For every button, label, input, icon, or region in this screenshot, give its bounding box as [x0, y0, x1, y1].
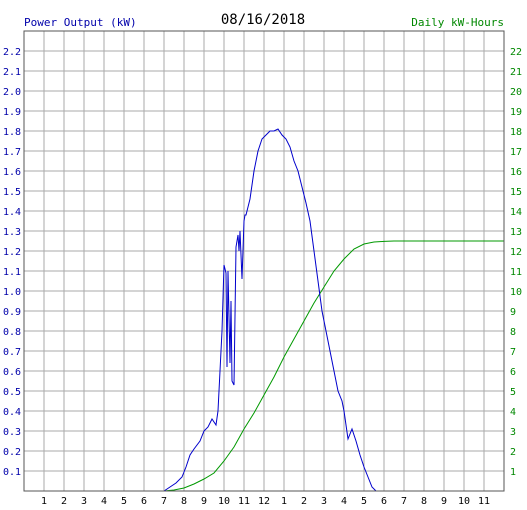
energy-series-line [144, 240, 504, 492]
right-y-tick-label: 16 [510, 167, 522, 178]
right-y-tick-label: 18 [510, 127, 522, 138]
x-tick-label: 12 [258, 496, 270, 507]
left-axis-title: Power Output (kW) [24, 16, 137, 29]
x-tick-label: 1 [41, 496, 47, 507]
left-y-tick-label: 0.1 [3, 467, 21, 478]
left-y-tick-label: 1.8 [3, 127, 21, 138]
right-y-tick-label: 15 [510, 187, 522, 198]
x-tick-label: 7 [401, 496, 407, 507]
x-tick-label: 5 [361, 496, 367, 507]
right-y-tick-label: 14 [510, 207, 522, 218]
left-y-tick-label: 0.2 [3, 447, 21, 458]
x-tick-label: 11 [238, 496, 250, 507]
x-tick-label: 4 [341, 496, 347, 507]
x-tick-label: 4 [101, 496, 107, 507]
x-tick-label: 10 [458, 496, 470, 507]
left-y-tick-label: 1.1 [3, 267, 21, 278]
right-y-tick-label: 21 [510, 67, 522, 78]
x-tick-label: 8 [421, 496, 427, 507]
left-y-tick-label: 0.7 [3, 347, 21, 358]
left-y-tick-label: 1.6 [3, 167, 21, 178]
x-tick-label: 10 [218, 496, 230, 507]
right-y-tick-label: 20 [510, 87, 522, 98]
left-y-tick-label: 0.8 [3, 327, 21, 338]
left-y-ticks: 0.1 0.2 0.3 0.4 0.5 0.6 0.7 0.8 0.9 1.0 1.1 1.2 1.3 1… [3, 47, 21, 478]
x-tick-label: 2 [61, 496, 67, 507]
left-y-tick-label: 0.3 [3, 427, 21, 438]
right-y-tick-label: 11 [510, 267, 522, 278]
left-y-tick-label: 0.5 [3, 387, 21, 398]
right-y-tick-label: 3 [510, 427, 516, 438]
x-tick-label: 3 [81, 496, 87, 507]
x-tick-label: 7 [161, 496, 167, 507]
right-y-tick-label: 17 [510, 147, 522, 158]
x-tick-label: 9 [441, 496, 447, 507]
right-y-tick-label: 4 [510, 407, 516, 418]
x-tick-label: 3 [321, 496, 327, 507]
left-y-tick-label: 1.0 [3, 287, 21, 298]
right-y-tick-label: 8 [510, 327, 516, 338]
x-tick-label: 9 [201, 496, 207, 507]
right-y-tick-label: 13 [510, 227, 522, 238]
right-y-tick-label: 2 [510, 447, 516, 458]
x-tick-label: 2 [301, 496, 307, 507]
grid [24, 31, 504, 491]
power-series-line [144, 128, 504, 492]
left-y-tick-label: 2.1 [3, 67, 21, 78]
right-axis-title: Daily kW-Hours [411, 16, 504, 29]
left-y-tick-label: 0.9 [3, 307, 21, 318]
right-y-tick-label: 5 [510, 387, 516, 398]
x-ticks: 1 2 3 4 5 6 7 8 9 10 11 12 1 2 3 4 5 6 7 8 9 10 11 [41, 496, 490, 507]
x-tick-label: 5 [121, 496, 127, 507]
right-y-tick-label: 9 [510, 307, 516, 318]
x-tick-label: 1 [281, 496, 287, 507]
chart-title: 08/16/2018 [221, 12, 305, 28]
left-y-tick-label: 1.9 [3, 107, 21, 118]
left-y-tick-label: 0.4 [3, 407, 21, 418]
right-y-tick-label: 6 [510, 367, 516, 378]
right-y-tick-label: 7 [510, 347, 516, 358]
left-y-tick-label: 1.7 [3, 147, 21, 158]
left-y-tick-label: 1.5 [3, 187, 21, 198]
left-y-tick-label: 2.2 [3, 47, 21, 58]
right-y-tick-label: 10 [510, 287, 522, 298]
x-tick-label: 8 [181, 496, 187, 507]
right-y-tick-label: 22 [510, 47, 522, 58]
left-y-tick-label: 1.2 [3, 247, 21, 258]
x-tick-label: 6 [381, 496, 387, 507]
right-y-tick-label: 19 [510, 107, 522, 118]
x-tick-label: 11 [478, 496, 490, 507]
left-y-tick-label: 1.3 [3, 227, 21, 238]
left-y-tick-label: 1.4 [3, 207, 21, 218]
x-tick-label: 6 [141, 496, 147, 507]
plot-frame [23, 30, 505, 492]
left-y-tick-label: 2.0 [3, 87, 21, 98]
right-y-tick-label: 12 [510, 247, 522, 258]
right-y-tick-label: 1 [510, 467, 516, 478]
left-y-tick-label: 0.6 [3, 367, 21, 378]
